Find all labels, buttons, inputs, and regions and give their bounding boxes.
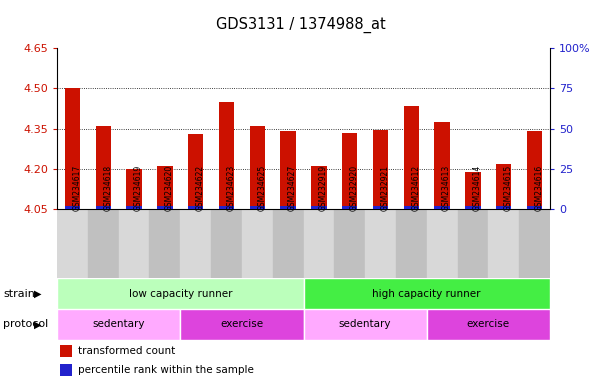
Bar <box>57 278 304 309</box>
Text: sedentary: sedentary <box>93 319 145 329</box>
Bar <box>496 206 511 209</box>
Text: sedentary: sedentary <box>339 319 391 329</box>
Bar <box>57 209 88 278</box>
Bar <box>65 88 80 209</box>
Text: GSM234617: GSM234617 <box>73 165 82 211</box>
Bar <box>281 131 296 209</box>
Bar <box>404 206 419 209</box>
Bar <box>304 309 427 340</box>
Text: percentile rank within the sample: percentile rank within the sample <box>78 365 254 375</box>
Text: GSM234622: GSM234622 <box>196 165 205 211</box>
Bar <box>365 209 396 278</box>
Bar <box>281 206 296 209</box>
Bar <box>334 209 365 278</box>
Bar <box>249 206 265 209</box>
Bar <box>427 209 457 278</box>
Text: high capacity runner: high capacity runner <box>373 289 481 299</box>
Bar <box>527 131 542 209</box>
Bar <box>119 209 150 278</box>
Bar <box>60 364 72 376</box>
Text: GSM232919: GSM232919 <box>319 165 328 211</box>
Text: GSM234612: GSM234612 <box>411 165 420 211</box>
Text: GSM232921: GSM232921 <box>380 166 389 211</box>
Text: GDS3131 / 1374988_at: GDS3131 / 1374988_at <box>216 17 385 33</box>
Bar <box>96 126 111 209</box>
Bar <box>496 164 511 209</box>
Text: GSM234620: GSM234620 <box>165 165 174 211</box>
Text: low capacity runner: low capacity runner <box>129 289 232 299</box>
Bar <box>180 309 304 340</box>
Bar <box>373 206 388 209</box>
Text: GSM234613: GSM234613 <box>442 165 451 211</box>
Text: exercise: exercise <box>221 319 263 329</box>
Text: GSM232920: GSM232920 <box>350 165 359 211</box>
Bar <box>404 106 419 209</box>
Bar <box>60 345 72 357</box>
Bar <box>465 206 481 209</box>
Bar <box>65 206 80 209</box>
Bar <box>126 206 142 209</box>
Bar <box>527 206 542 209</box>
Text: strain: strain <box>3 289 35 299</box>
Bar <box>435 122 450 209</box>
Text: GSM234616: GSM234616 <box>534 165 543 211</box>
Bar <box>242 209 273 278</box>
Text: exercise: exercise <box>467 319 510 329</box>
Bar <box>188 134 203 209</box>
Text: GSM234615: GSM234615 <box>504 165 513 211</box>
Bar <box>211 209 242 278</box>
Bar <box>57 309 180 340</box>
Text: ▶: ▶ <box>34 289 41 299</box>
Bar <box>219 206 234 209</box>
Text: GSM234618: GSM234618 <box>103 165 112 211</box>
Bar <box>396 209 427 278</box>
Text: ▶: ▶ <box>34 319 41 329</box>
Bar <box>304 209 334 278</box>
Bar <box>157 166 172 209</box>
Bar <box>180 209 211 278</box>
Bar <box>465 172 481 209</box>
Text: GSM234623: GSM234623 <box>227 165 236 211</box>
Bar <box>188 206 203 209</box>
Bar <box>311 206 326 209</box>
Text: protocol: protocol <box>3 319 48 329</box>
Bar <box>342 206 358 209</box>
Bar <box>311 166 326 209</box>
Bar <box>342 133 358 209</box>
Bar <box>249 126 265 209</box>
Bar <box>88 209 119 278</box>
Text: GSM234627: GSM234627 <box>288 165 297 211</box>
Bar <box>489 209 519 278</box>
Text: GSM234625: GSM234625 <box>257 165 266 211</box>
Bar <box>150 209 180 278</box>
Bar <box>427 309 550 340</box>
Bar <box>126 169 142 209</box>
Bar <box>273 209 304 278</box>
Bar <box>435 206 450 209</box>
Bar <box>304 278 550 309</box>
Bar <box>457 209 489 278</box>
Text: GSM234619: GSM234619 <box>134 165 143 211</box>
Bar <box>519 209 550 278</box>
Bar <box>96 206 111 209</box>
Bar <box>157 206 172 209</box>
Bar <box>373 130 388 209</box>
Text: transformed count: transformed count <box>78 346 175 356</box>
Bar <box>219 102 234 209</box>
Text: GSM234614: GSM234614 <box>473 165 482 211</box>
